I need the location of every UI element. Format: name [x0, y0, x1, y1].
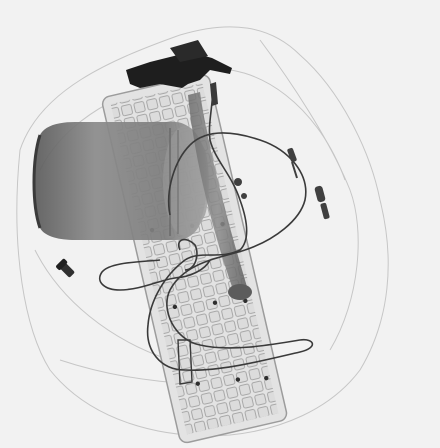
plug-tip: [210, 82, 218, 106]
cable: [98, 89, 314, 372]
jar: [32, 122, 209, 240]
zipper-pulls: [234, 147, 330, 220]
cable-clip: [177, 339, 193, 385]
screw: [56, 258, 75, 278]
hammer: [126, 40, 252, 300]
